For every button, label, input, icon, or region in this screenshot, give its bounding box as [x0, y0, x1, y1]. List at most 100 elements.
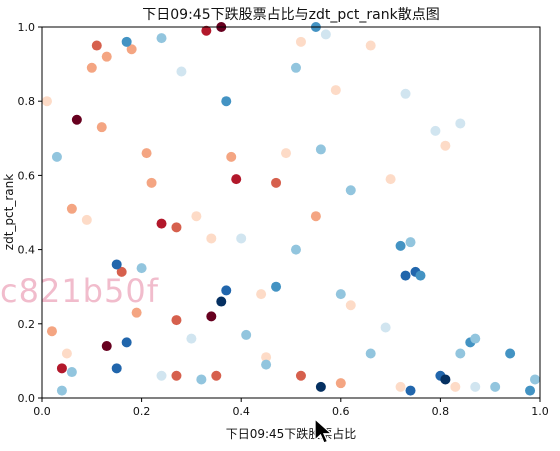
- scatter-point: [201, 25, 212, 36]
- scatter-point: [505, 348, 516, 359]
- scatter-point: [395, 240, 406, 251]
- scatter-point: [310, 211, 321, 222]
- scatter-point: [330, 85, 341, 96]
- scatter-point: [211, 370, 222, 381]
- scatter-point: [335, 289, 346, 300]
- x-tick-label: 0.2: [133, 405, 151, 418]
- mouse-cursor-icon: [314, 418, 334, 444]
- scatter-point: [46, 326, 57, 337]
- scatter-point: [315, 381, 326, 392]
- scatter-point: [400, 88, 411, 99]
- y-tick-label: 0.8: [18, 95, 36, 108]
- scatter-point: [261, 359, 272, 370]
- scatter-point: [131, 307, 142, 318]
- scatter-point: [450, 381, 461, 392]
- scatter-point: [530, 374, 541, 385]
- scatter-point: [136, 263, 147, 274]
- scatter-point: [111, 259, 122, 270]
- chart-title: 下日09:45下跌股票占比与zdt_pct_rank散点图: [142, 7, 439, 23]
- y-axis-label: zdt_pct_rank: [2, 174, 16, 250]
- scatter-point: [400, 270, 411, 281]
- x-axis: 0.0 0.2 0.4 0.6 0.8 1.0: [33, 398, 549, 418]
- scatter-point: [236, 233, 247, 244]
- scatter-point: [186, 333, 197, 344]
- scatter-point: [156, 370, 167, 381]
- scatter-point: [430, 125, 441, 136]
- scatter-point: [121, 337, 132, 348]
- scatter-point: [380, 322, 391, 333]
- scatter-point: [61, 348, 72, 359]
- scatter-point: [171, 370, 182, 381]
- watermark: c821b50f: [0, 272, 159, 310]
- scatter-point: [141, 148, 152, 159]
- y-axis: 0.0 0.2 0.4 0.6 0.8 1.0: [18, 21, 42, 405]
- scatter-point: [191, 211, 202, 222]
- y-tick-label: 0.4: [18, 244, 36, 257]
- scatter-point: [206, 311, 217, 322]
- scatter-point: [470, 333, 481, 344]
- scatter-point: [56, 363, 67, 374]
- scatter-point: [345, 185, 356, 196]
- scatter-point: [171, 315, 182, 326]
- scatter-point: [101, 51, 112, 62]
- scatter-point: [241, 329, 252, 340]
- scatter-point: [335, 378, 346, 389]
- scatter-point: [470, 381, 481, 392]
- x-tick-label: 0.4: [232, 405, 250, 418]
- x-tick-label: 0.0: [33, 405, 51, 418]
- scatter-point: [365, 40, 376, 51]
- scatter-point: [121, 36, 132, 47]
- scatter-point: [440, 140, 451, 151]
- scatter-point: [66, 367, 77, 378]
- scatter-point: [395, 381, 406, 392]
- y-tick-label: 0.2: [18, 318, 36, 331]
- scatter-point: [176, 66, 187, 77]
- x-tick-label: 0.8: [432, 405, 450, 418]
- scatter-point: [281, 148, 292, 159]
- scatter-point: [221, 96, 232, 107]
- scatter-point: [525, 385, 536, 396]
- scatter-point: [111, 363, 122, 374]
- scatter-point: [290, 244, 301, 255]
- scatter-point: [415, 270, 426, 281]
- scatter-point: [101, 341, 112, 352]
- scatter-point: [206, 233, 217, 244]
- scatter-point: [261, 352, 272, 363]
- scatter-point: [156, 33, 167, 44]
- scatter-point: [51, 151, 62, 162]
- scatter-point: [56, 385, 67, 396]
- scatter-point: [455, 348, 466, 359]
- points-layer: [41, 22, 541, 396]
- scatter-point: [146, 177, 157, 188]
- scatter-point: [455, 118, 466, 129]
- scatter-point: [66, 203, 77, 214]
- scatter-point: [216, 296, 227, 307]
- scatter-point: [315, 144, 326, 155]
- scatter-point: [290, 62, 301, 73]
- scatter-point: [320, 29, 331, 40]
- scatter-point: [271, 177, 282, 188]
- scatter-point: [91, 40, 102, 51]
- scatter-point: [405, 237, 416, 248]
- y-tick-label: 0.0: [18, 392, 36, 405]
- scatter-point: [171, 222, 182, 233]
- scatter-point: [271, 281, 282, 292]
- y-tick-label: 1.0: [18, 21, 36, 34]
- plot-frame: [41, 26, 541, 399]
- scatter-point: [221, 285, 232, 296]
- scatter-point: [116, 266, 127, 277]
- x-tick-label: 0.6: [332, 405, 350, 418]
- scatter-point: [226, 151, 237, 162]
- scatter-point: [295, 370, 306, 381]
- scatter-point: [231, 174, 242, 185]
- scatter-point: [385, 174, 396, 185]
- scatter-point: [440, 374, 451, 385]
- scatter-point: [86, 62, 97, 73]
- scatter-point: [405, 385, 416, 396]
- scatter-point: [490, 381, 501, 392]
- scatter-point: [365, 348, 376, 359]
- scatter-point: [156, 218, 167, 229]
- scatter-point: [256, 289, 267, 300]
